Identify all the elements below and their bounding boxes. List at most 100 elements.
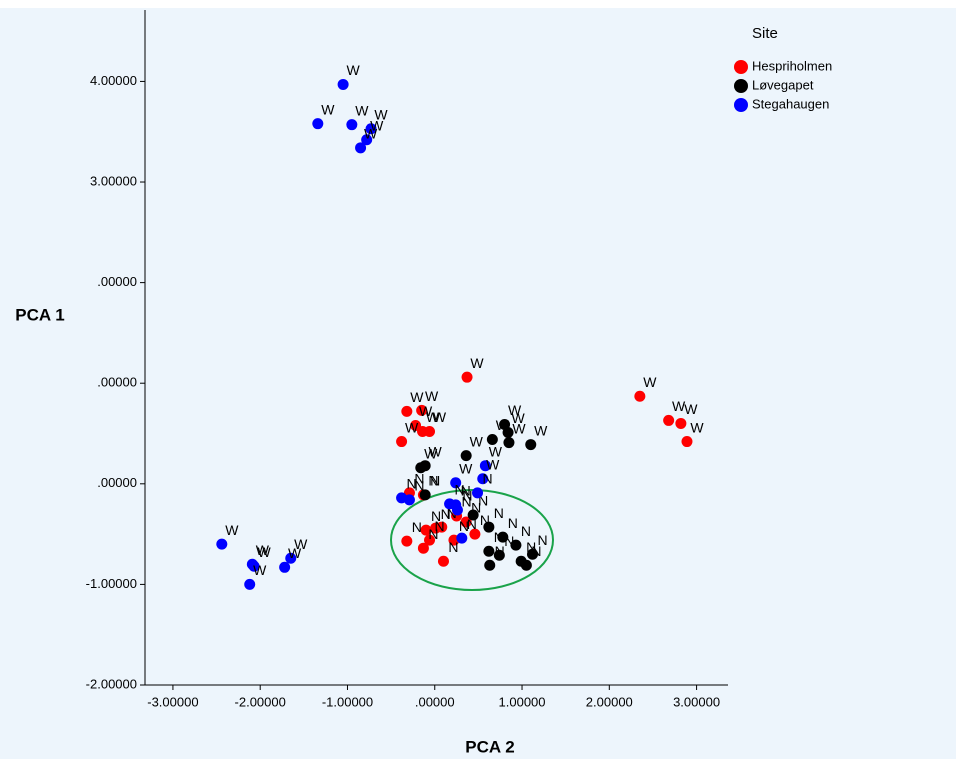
point-label: W bbox=[256, 542, 270, 558]
legend-marker bbox=[734, 79, 748, 93]
y-tick-label: -1.00000 bbox=[86, 576, 137, 591]
y-tick-label: -2.00000 bbox=[86, 676, 137, 691]
point bbox=[365, 123, 377, 135]
point bbox=[483, 521, 495, 533]
x-tick-label: 3.00000 bbox=[673, 694, 720, 709]
point bbox=[503, 437, 515, 449]
point-label: N bbox=[494, 505, 504, 521]
point-label: N bbox=[414, 471, 424, 487]
point-label: N bbox=[459, 518, 469, 534]
point-label: W bbox=[459, 461, 473, 477]
point-label: W bbox=[511, 410, 525, 426]
legend-label: Løvegapet bbox=[752, 77, 814, 92]
point bbox=[525, 439, 537, 451]
point-label: W bbox=[347, 62, 361, 78]
point-label: N bbox=[508, 515, 518, 531]
point bbox=[675, 417, 687, 429]
point bbox=[493, 549, 505, 561]
point-label: W bbox=[426, 409, 440, 425]
point-label: W bbox=[424, 445, 438, 461]
point bbox=[520, 559, 532, 571]
point-label: N bbox=[521, 523, 531, 539]
point-label: W bbox=[355, 102, 369, 118]
point bbox=[403, 494, 415, 506]
legend-label: Stegahaugen bbox=[752, 96, 829, 111]
point-label: W bbox=[288, 545, 302, 561]
point-label: W bbox=[486, 456, 500, 472]
point bbox=[419, 489, 431, 501]
point-label: N bbox=[434, 518, 444, 534]
point bbox=[510, 539, 522, 551]
point bbox=[248, 560, 260, 572]
point bbox=[417, 425, 429, 437]
point-label: N bbox=[495, 543, 505, 559]
point-label: N bbox=[526, 539, 536, 555]
point bbox=[663, 414, 675, 426]
point-label: N bbox=[478, 493, 488, 509]
x-tick-label: -1.00000 bbox=[322, 694, 373, 709]
point-label: N bbox=[462, 488, 472, 504]
point-label: N bbox=[531, 543, 541, 559]
legend-title: Site bbox=[752, 25, 778, 42]
point-label: W bbox=[419, 403, 433, 419]
point-label: N bbox=[480, 512, 490, 528]
point-label: W bbox=[425, 388, 439, 404]
point bbox=[460, 516, 472, 528]
point-label: W bbox=[364, 126, 378, 142]
x-tick-label: 2.00000 bbox=[586, 694, 633, 709]
point bbox=[437, 555, 449, 567]
x-tick-label: 1.00000 bbox=[499, 694, 546, 709]
y-axis-title: PCA 1 bbox=[15, 305, 64, 324]
point-label: W bbox=[672, 398, 686, 414]
point bbox=[436, 521, 448, 533]
x-axis-title: PCA 2 bbox=[465, 737, 514, 756]
point-label: N bbox=[461, 483, 471, 499]
x-tick-label: .00000 bbox=[415, 694, 455, 709]
point-label: W bbox=[489, 443, 503, 459]
point-label: N bbox=[428, 526, 438, 542]
point-label: W bbox=[294, 536, 308, 552]
y-tick-label: .00000 bbox=[97, 274, 137, 289]
point bbox=[401, 535, 413, 547]
point-label: W bbox=[643, 374, 657, 390]
point bbox=[472, 487, 484, 499]
point bbox=[396, 436, 408, 448]
point bbox=[355, 142, 367, 154]
point bbox=[497, 531, 509, 543]
point-label: N bbox=[412, 519, 422, 535]
chart-background bbox=[0, 8, 956, 759]
point bbox=[361, 134, 373, 146]
point-label: N bbox=[471, 500, 481, 516]
point-label: N bbox=[494, 529, 504, 545]
point bbox=[634, 390, 646, 402]
point-label: N bbox=[447, 505, 457, 521]
point-label: W bbox=[429, 443, 443, 459]
point-label: N bbox=[482, 471, 492, 487]
point-label: N bbox=[455, 482, 465, 498]
point-label: W bbox=[684, 401, 698, 417]
point bbox=[486, 434, 498, 446]
legend-label: Hespriholmen bbox=[752, 58, 832, 73]
point-label: W bbox=[253, 562, 267, 578]
point-label: W bbox=[225, 522, 239, 538]
point-label: N bbox=[467, 516, 477, 532]
point-label: N bbox=[407, 476, 417, 492]
point bbox=[312, 118, 324, 130]
point bbox=[346, 119, 358, 131]
point-label: W bbox=[370, 117, 384, 133]
point-label: N bbox=[428, 473, 438, 489]
point bbox=[484, 559, 496, 571]
point-label: W bbox=[257, 544, 271, 560]
point bbox=[502, 427, 514, 439]
point-label: W bbox=[496, 417, 510, 433]
point-label: N bbox=[448, 539, 458, 555]
point bbox=[460, 450, 472, 462]
point bbox=[244, 578, 256, 590]
point-label: W bbox=[534, 422, 548, 438]
point-label: N bbox=[537, 532, 547, 548]
point bbox=[401, 405, 413, 417]
y-tick-label: 3.00000 bbox=[90, 173, 137, 188]
legend-marker bbox=[734, 60, 748, 74]
y-tick-label: .00000 bbox=[97, 475, 137, 490]
point-label: W bbox=[690, 419, 704, 435]
